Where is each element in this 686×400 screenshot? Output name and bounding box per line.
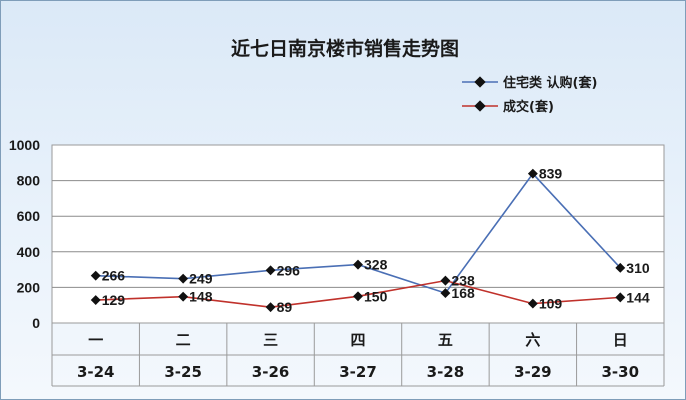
series-2-data-label: 144 bbox=[626, 289, 650, 305]
series-1-point bbox=[353, 259, 363, 270]
series-1-data-label: 328 bbox=[364, 257, 388, 273]
y-tick-label: 600 bbox=[17, 208, 41, 224]
y-tick-label: 1000 bbox=[9, 137, 40, 153]
x-tick-label: 日 bbox=[613, 331, 628, 349]
x-tick-label: 三 bbox=[263, 331, 278, 349]
series-2-data-label: 150 bbox=[364, 288, 388, 304]
y-tick-label: 800 bbox=[17, 173, 41, 189]
chart-title: 近七日南京楼市销售走势图 bbox=[231, 37, 459, 60]
series-2-data-label: 148 bbox=[189, 289, 213, 305]
x-tick-label: 一 bbox=[88, 331, 103, 349]
y-tick-label: 0 bbox=[32, 315, 40, 331]
series-1-point bbox=[440, 288, 451, 299]
x-tick-label: 五 bbox=[438, 331, 453, 349]
series-2-point bbox=[615, 292, 626, 303]
y-axis-ticks: 0 200 400 600 800 1000 bbox=[9, 137, 40, 331]
series-1-point bbox=[265, 265, 276, 276]
legend: 住宅类 认购(套) 成交(套) bbox=[462, 75, 597, 115]
x-tick-label: 二 bbox=[176, 331, 191, 349]
legend-label-series-1: 住宅类 认购(套) bbox=[503, 75, 597, 91]
series-1-data-label: 266 bbox=[102, 268, 126, 284]
x-tick-label-date: 3-24 bbox=[77, 363, 115, 381]
legend-label-series-2: 成交(套) bbox=[503, 99, 554, 115]
series-group: 266 249 296 328 168 839 310 129 148 89 150 238 109 14… bbox=[90, 166, 650, 315]
x-tick-label-date: 3-29 bbox=[514, 363, 552, 381]
x-tick-label-date: 3-25 bbox=[164, 363, 202, 381]
series-1-data-label: 249 bbox=[189, 271, 213, 287]
series-2-data-label: 89 bbox=[277, 299, 293, 315]
series-2-data-label: 129 bbox=[102, 292, 126, 308]
x-tick-label-date: 3-30 bbox=[602, 363, 640, 381]
x-tick-label: 六 bbox=[525, 331, 540, 349]
series-1-data-label: 296 bbox=[277, 262, 301, 278]
series-1-point bbox=[178, 273, 189, 284]
series-1-data-label: 310 bbox=[626, 260, 650, 276]
series-1-point bbox=[527, 168, 538, 179]
x-axis: 一 3-24 二 3-25 三 3-26 四 3-27 五 3-28 六 3-29 日 3-30 bbox=[51, 323, 665, 387]
series-2-data-label: 238 bbox=[451, 273, 475, 289]
series-1-data-label: 168 bbox=[451, 285, 475, 301]
x-tick-label-date: 3-27 bbox=[339, 363, 377, 381]
series-2-point bbox=[527, 298, 538, 309]
series-2-point bbox=[353, 291, 363, 302]
x-tick-label-date: 3-26 bbox=[252, 363, 290, 381]
legend-marker-series-2 bbox=[474, 100, 486, 112]
series-2-point bbox=[440, 275, 451, 286]
x-tick-label: 四 bbox=[350, 331, 365, 349]
series-1-point bbox=[615, 262, 626, 273]
gridlines bbox=[52, 180, 664, 288]
y-tick-label: 200 bbox=[17, 279, 41, 295]
x-tick-label-date: 3-28 bbox=[427, 363, 465, 381]
y-tick-label: 400 bbox=[17, 244, 41, 260]
series-2-point bbox=[265, 302, 276, 313]
series-2-point bbox=[178, 291, 189, 302]
legend-marker-series-1 bbox=[474, 76, 486, 88]
series-1-data-label: 839 bbox=[539, 166, 563, 182]
series-2-data-label: 109 bbox=[539, 296, 563, 312]
